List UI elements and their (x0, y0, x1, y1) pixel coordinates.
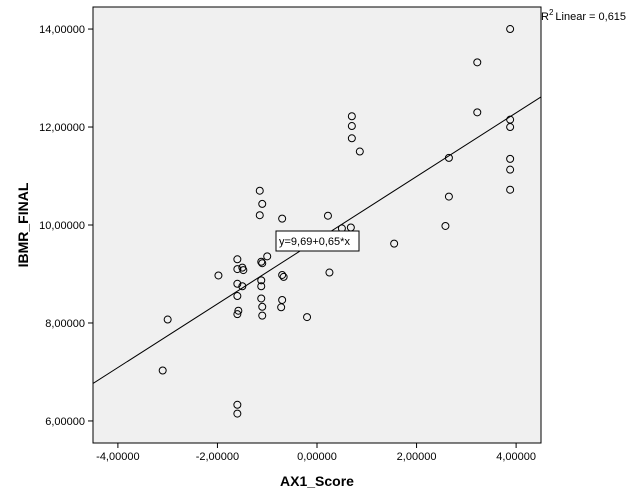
data-point (347, 134, 356, 143)
data-point (258, 199, 267, 208)
y-tick-label: 12,00000 (39, 122, 85, 134)
data-point (233, 255, 242, 264)
data-point (347, 122, 356, 131)
fit-equation-box: y=9,69+0,65*x (275, 230, 360, 252)
data-point (234, 306, 243, 315)
r2-prefix: R (541, 11, 549, 23)
data-point (158, 366, 167, 375)
data-point (390, 239, 399, 248)
x-tick-label: -2,00000 (196, 451, 239, 463)
data-point (506, 185, 515, 194)
r2-label: R2 Linear = 0,615 (541, 8, 626, 23)
data-point (506, 123, 515, 132)
axis-ticks: -4,00000 -2,00000 0,00000 2,00000 4,00000 6,0… (39, 24, 536, 463)
data-point (255, 186, 264, 195)
data-point (473, 108, 482, 117)
y-tick-label: 6,00000 (45, 416, 85, 428)
data-point (355, 147, 364, 156)
x-tick-label: 0,00000 (297, 451, 337, 463)
data-point (239, 266, 248, 275)
data-point (278, 270, 287, 279)
x-tick-label: -4,00000 (96, 451, 139, 463)
data-point (233, 292, 242, 301)
data-point (277, 303, 286, 312)
data-point (506, 165, 515, 174)
data-point (444, 192, 453, 201)
x-tick-label: 2,00000 (397, 451, 437, 463)
data-point (257, 282, 266, 291)
data-point (257, 294, 266, 303)
data-point (278, 214, 287, 223)
data-point (263, 252, 272, 261)
data-point (506, 154, 515, 163)
fit-equation-frame (275, 230, 360, 252)
data-point (257, 276, 266, 285)
data-point (233, 310, 242, 319)
data-point (506, 25, 515, 34)
data-point (258, 259, 267, 268)
data-point (214, 271, 223, 280)
y-tick-label: 8,00000 (45, 318, 85, 330)
data-point (255, 211, 264, 220)
data-point (233, 279, 242, 288)
data-point (163, 315, 172, 324)
data-points (158, 25, 515, 418)
data-point (258, 302, 267, 311)
data-point (347, 112, 356, 121)
data-point (233, 409, 242, 418)
fit-equation-label: y=9,69+0,65*x (279, 236, 350, 248)
data-point (473, 58, 482, 67)
data-point (233, 265, 242, 274)
data-point (444, 153, 453, 162)
data-point (233, 400, 242, 409)
r2-superscript: 2 (549, 8, 554, 17)
data-point (325, 268, 334, 277)
data-point (258, 311, 267, 320)
data-point (279, 272, 288, 281)
x-tick-label: 4,00000 (496, 451, 536, 463)
data-point (303, 313, 312, 322)
plot-area (92, 6, 542, 444)
data-point (238, 282, 247, 291)
x-axis-title: AX1_Score (280, 473, 354, 489)
y-tick-label: 10,00000 (39, 220, 85, 232)
y-axis-title: IBMR_FINAL (15, 182, 31, 267)
data-point (257, 257, 266, 266)
data-point (323, 211, 332, 220)
y-tick-label: 14,00000 (39, 24, 85, 36)
r2-value: Linear = 0,615 (555, 11, 626, 23)
data-point (441, 221, 450, 230)
